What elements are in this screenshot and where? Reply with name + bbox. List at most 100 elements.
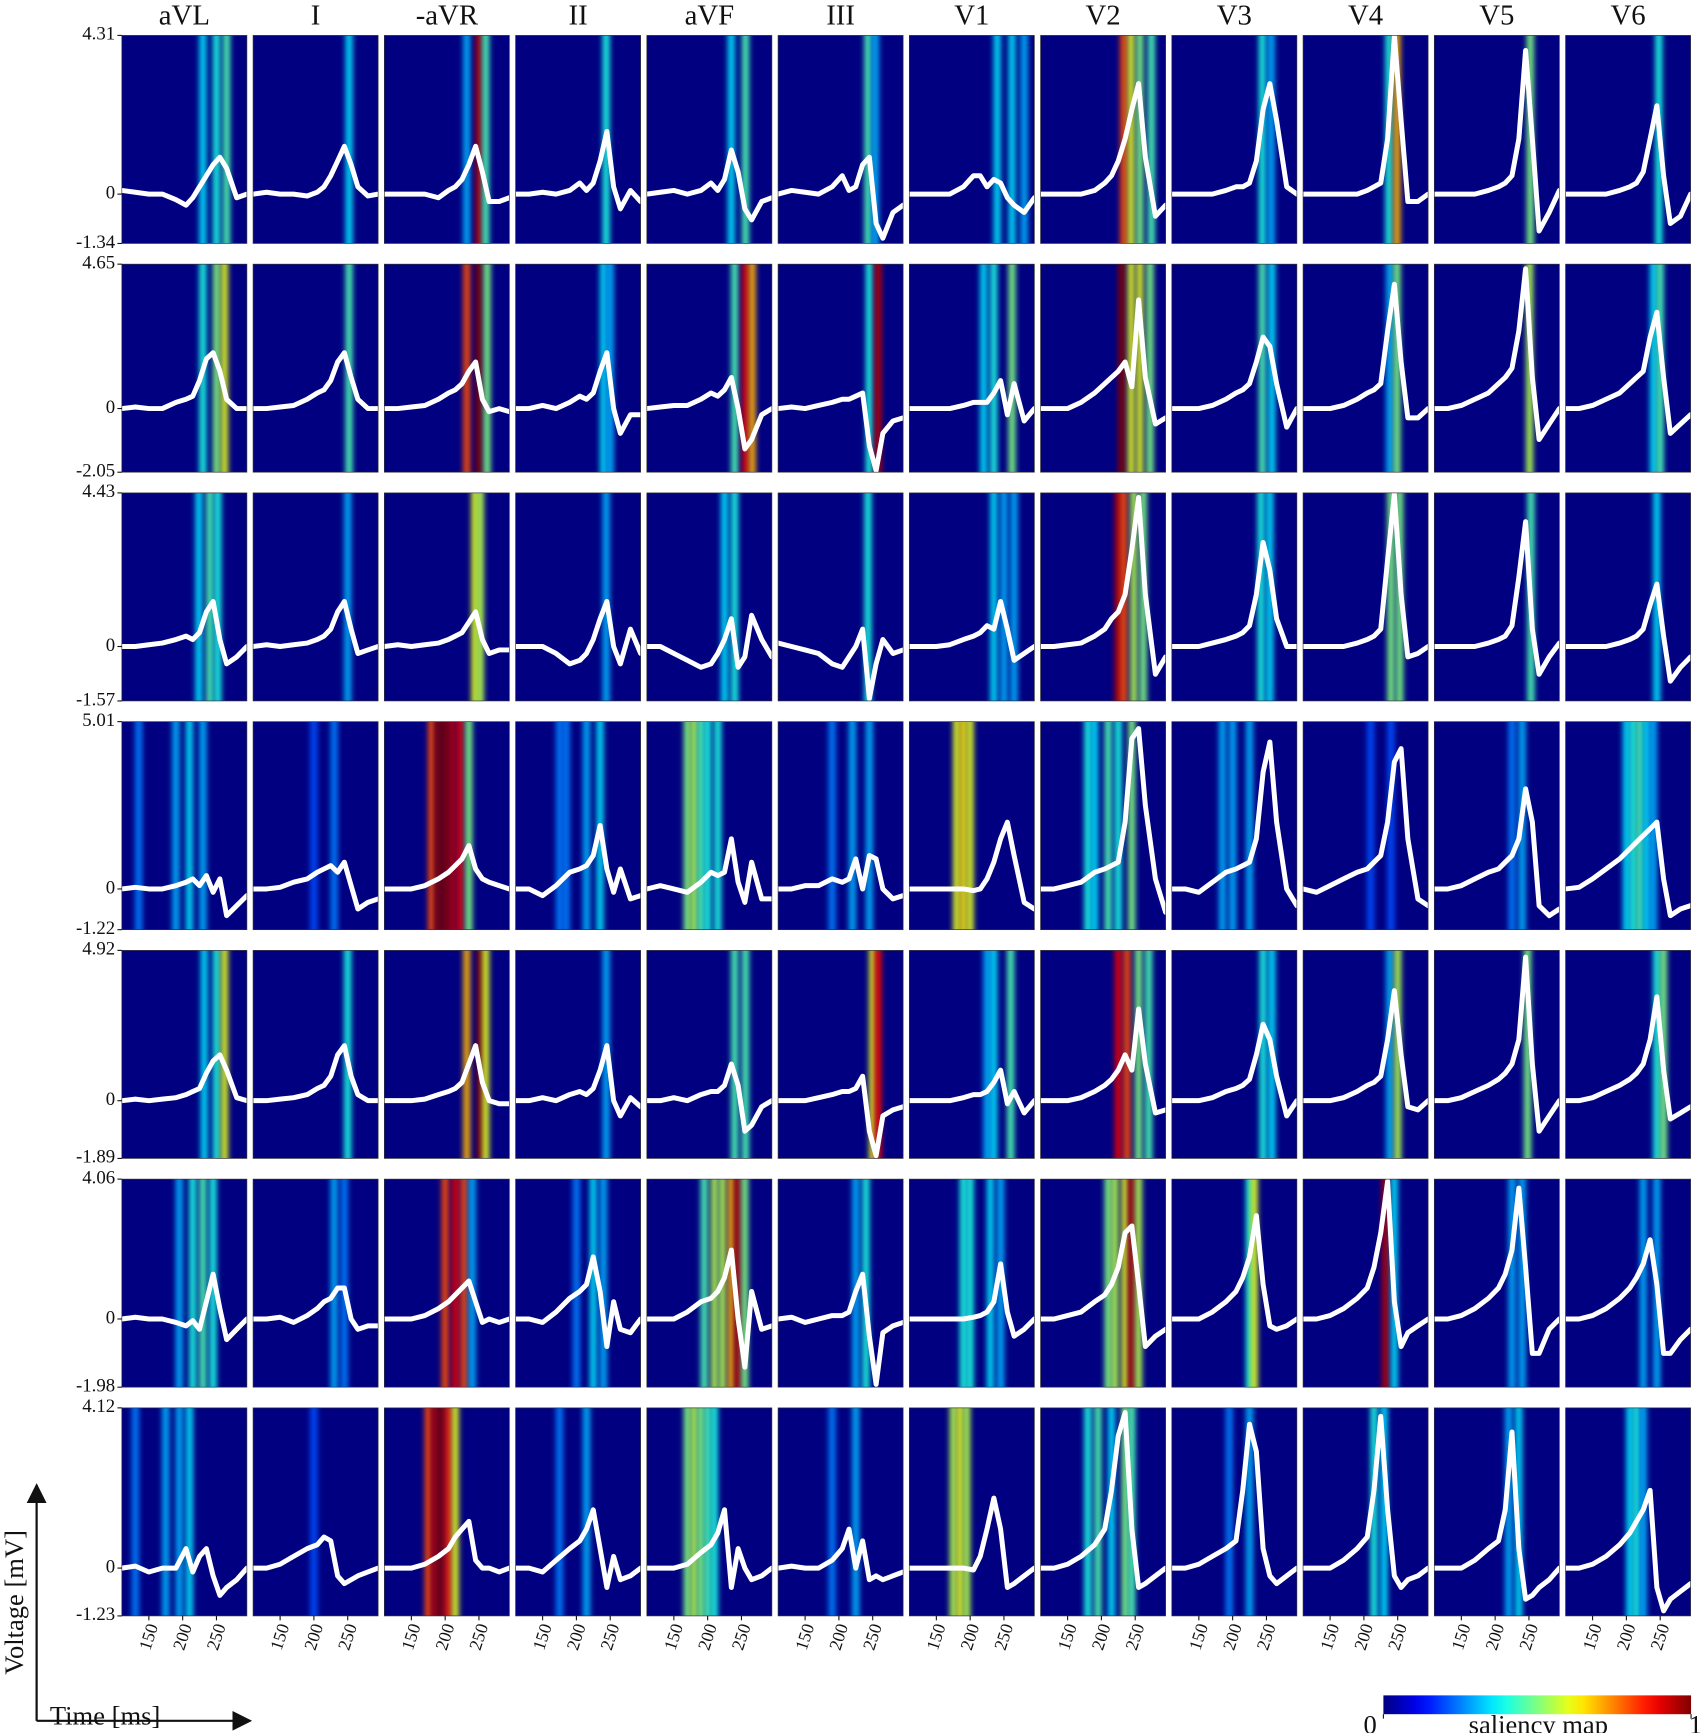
ecg-line (1434, 266, 1560, 443)
ecg-line (646, 1061, 772, 1134)
saliency-band (441, 1179, 449, 1388)
panel-frame (646, 492, 773, 702)
y-tick-label: 0 (106, 1307, 115, 1328)
panel (383, 263, 510, 473)
panel-frame (1040, 1407, 1166, 1617)
x-tick-label: 150 (1185, 1621, 1212, 1653)
x-tick-label: 200 (825, 1621, 852, 1653)
saliency-band (199, 35, 207, 244)
saliency-band (869, 950, 877, 1159)
saliency-bands (132, 1407, 193, 1616)
ecg-line (1303, 988, 1429, 1113)
ecg-line (384, 359, 510, 415)
ecg-line (384, 1518, 510, 1575)
panel (908, 492, 1035, 702)
saliency-band (451, 1407, 459, 1616)
x-tick-label: 150 (397, 1621, 424, 1653)
panel (252, 1178, 379, 1388)
saliency-band (1505, 1407, 1512, 1616)
ecg-line (778, 853, 904, 902)
saliency-band (441, 721, 449, 930)
saliency-band (1367, 721, 1374, 930)
saliency-band (1246, 1407, 1253, 1616)
panel-frame (1565, 492, 1691, 702)
panel-background (1040, 721, 1166, 930)
panel-frame (908, 1407, 1035, 1617)
ecg-line (515, 822, 641, 902)
panel-frame (908, 1178, 1035, 1388)
x-tick-label: 250 (1384, 1621, 1411, 1653)
panel (252, 263, 379, 473)
saliency-bands (1524, 950, 1531, 1159)
panel-background (515, 492, 641, 701)
panel-frame (515, 35, 641, 244)
saliency-band (1393, 264, 1401, 473)
panel-frame (1040, 35, 1166, 244)
saliency-band (213, 35, 220, 244)
saliency-bands (471, 492, 484, 701)
y-tick-label: -1.22 (76, 918, 115, 939)
panel (1433, 1178, 1560, 1388)
ecg-line (515, 128, 641, 212)
panel-background (778, 1407, 904, 1616)
ecg-line (1171, 81, 1297, 197)
saliency-band (828, 1407, 836, 1616)
panel-background (384, 35, 510, 244)
panel (908, 950, 1035, 1159)
saliency-band (135, 721, 143, 930)
ecg-line (253, 1534, 379, 1587)
saliency-band (1524, 950, 1531, 1159)
saliency-band (741, 1179, 749, 1388)
y-tick-label: -1.89 (76, 1147, 115, 1168)
panel-background (253, 950, 379, 1159)
panel-frame (383, 492, 510, 702)
saliency-band (1246, 721, 1253, 930)
saliency-band (200, 950, 208, 1159)
ecg-line (1303, 281, 1429, 421)
panel-frame (383, 950, 510, 1159)
saliency-band (186, 1407, 193, 1616)
saliency-bands (463, 950, 490, 1159)
x-tick-label: 150 (1054, 1621, 1081, 1653)
panel-frame (515, 950, 641, 1159)
saliency-band (1387, 721, 1395, 930)
panel (1040, 35, 1166, 244)
x-tick-label: 250 (1515, 1621, 1542, 1653)
panel-frame (1171, 492, 1298, 702)
saliency-band (1636, 721, 1644, 930)
saliency-band (556, 721, 563, 930)
ecg-line (384, 1043, 510, 1107)
saliency-band (132, 1407, 139, 1616)
x-tick-label: 200 (956, 1621, 983, 1653)
saliency-band (1393, 35, 1401, 244)
saliency-bands (869, 950, 882, 1159)
panel-frame (121, 1178, 248, 1388)
y-tick-label: 4.31 (82, 24, 115, 45)
saliency-band (451, 1179, 459, 1388)
ecg-line (1565, 1237, 1691, 1356)
panel-frame (1302, 1407, 1429, 1617)
saliency-band (721, 492, 728, 701)
panel (515, 721, 641, 931)
panel-background (1565, 950, 1691, 1159)
saliency-bands (866, 264, 882, 473)
panel-frame (515, 721, 641, 931)
saliency-band (1130, 492, 1138, 701)
saliency-band (872, 35, 879, 244)
ecg-line (909, 1067, 1035, 1116)
saliency-band (690, 721, 698, 930)
panel-frame (121, 492, 248, 702)
panel-frame (252, 1178, 379, 1388)
saliency-bands (310, 721, 338, 930)
panel-background (515, 721, 641, 930)
x-tick-label: 200 (169, 1621, 196, 1653)
ecg-line (253, 1043, 379, 1104)
saliency-bands (731, 950, 749, 1159)
panel (1171, 721, 1298, 931)
saliency-bands (1246, 1179, 1258, 1388)
saliency-band (1121, 1407, 1129, 1616)
panel (121, 1407, 248, 1617)
ecg-line (1303, 746, 1429, 909)
panel-background (253, 264, 379, 473)
saliency-bands (1367, 721, 1395, 930)
